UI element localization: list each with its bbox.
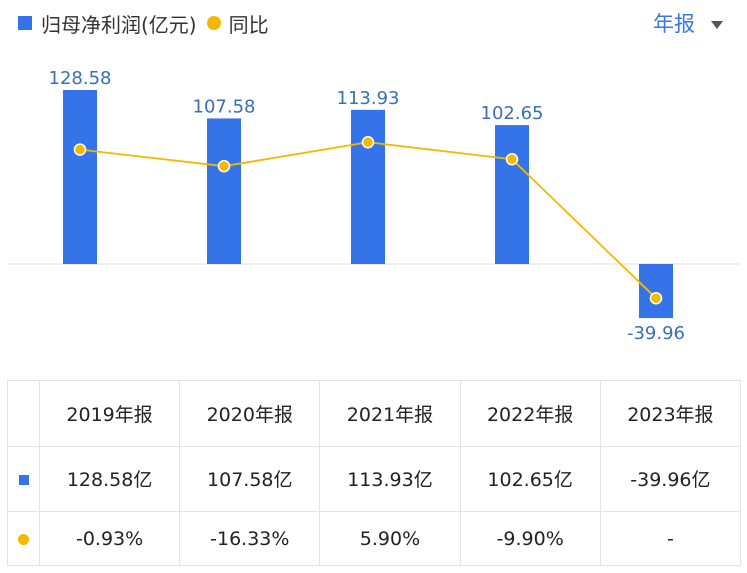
period-selector-label: 年报: [653, 12, 695, 36]
chevron-down-icon: [711, 20, 723, 29]
table-row-yoy: -0.93% -16.33% 5.90% -9.90% -: [7, 511, 742, 566]
dot-marker-icon: [18, 533, 29, 545]
bar-value-label: 102.65: [481, 103, 544, 124]
table-cell: 102.65亿: [459, 445, 601, 513]
bar-value-label: 128.58: [49, 68, 112, 89]
yoy-point: [217, 159, 231, 173]
line-legend-label: 同比: [228, 12, 269, 37]
bar-legend-label: 归母净利润(亿元): [41, 12, 197, 37]
yoy-point: [73, 143, 87, 156]
line-legend-marker: [206, 16, 221, 30]
table-header-cell: 2020年报: [179, 380, 321, 447]
bar-value-label: -39.96: [627, 323, 685, 344]
profit-row-marker: [7, 445, 40, 513]
table-header-cell: 2019年报: [38, 380, 181, 447]
chart-legend: 归母净利润(亿元) 同比: [18, 8, 269, 38]
data-table: 2019年报 2020年报 2021年报 2022年报 2023年报 128.5…: [7, 380, 742, 566]
table-cell: 128.58亿: [38, 445, 181, 513]
table-row-profit: 128.58亿 107.58亿 113.93亿 102.65亿 -39.96亿: [7, 445, 742, 513]
bar-value-label: 113.93: [337, 88, 400, 109]
yoy-point: [505, 153, 519, 166]
table-cell: -: [599, 511, 742, 566]
table-cell: -39.96亿: [599, 445, 742, 513]
yoy-point: [649, 291, 663, 305]
table-cell: 113.93亿: [319, 445, 461, 513]
bar-marker-icon: [18, 474, 29, 485]
yoy-point: [361, 135, 375, 149]
table-corner-cell: [7, 380, 40, 447]
yoy-row-marker: [7, 511, 40, 566]
table-cell: 107.58亿: [179, 445, 321, 513]
table-cell: -0.93%: [38, 511, 181, 566]
profit-bar: [351, 109, 385, 264]
profit-bar: [63, 90, 97, 264]
bar-legend-marker: [18, 16, 32, 30]
table-header-cell: 2023年报: [599, 380, 742, 447]
profit-bar: [495, 125, 529, 264]
profit-chart: 128.58 107.58 113.93 102.65 -39.96: [8, 68, 739, 344]
table-cell: -16.33%: [179, 511, 321, 566]
bar-value-label: 107.58: [193, 96, 256, 117]
table-header-cell: 2022年报: [459, 380, 601, 447]
table-cell: -9.90%: [459, 511, 601, 566]
profit-bar: [639, 264, 673, 319]
profit-bar: [207, 118, 241, 264]
table-cell: 5.90%: [319, 511, 461, 566]
period-selector[interactable]: 年报: [653, 8, 723, 38]
table-header-row: 2019年报 2020年报 2021年报 2022年报 2023年报: [7, 380, 742, 447]
table-header-cell: 2021年报: [319, 380, 461, 447]
